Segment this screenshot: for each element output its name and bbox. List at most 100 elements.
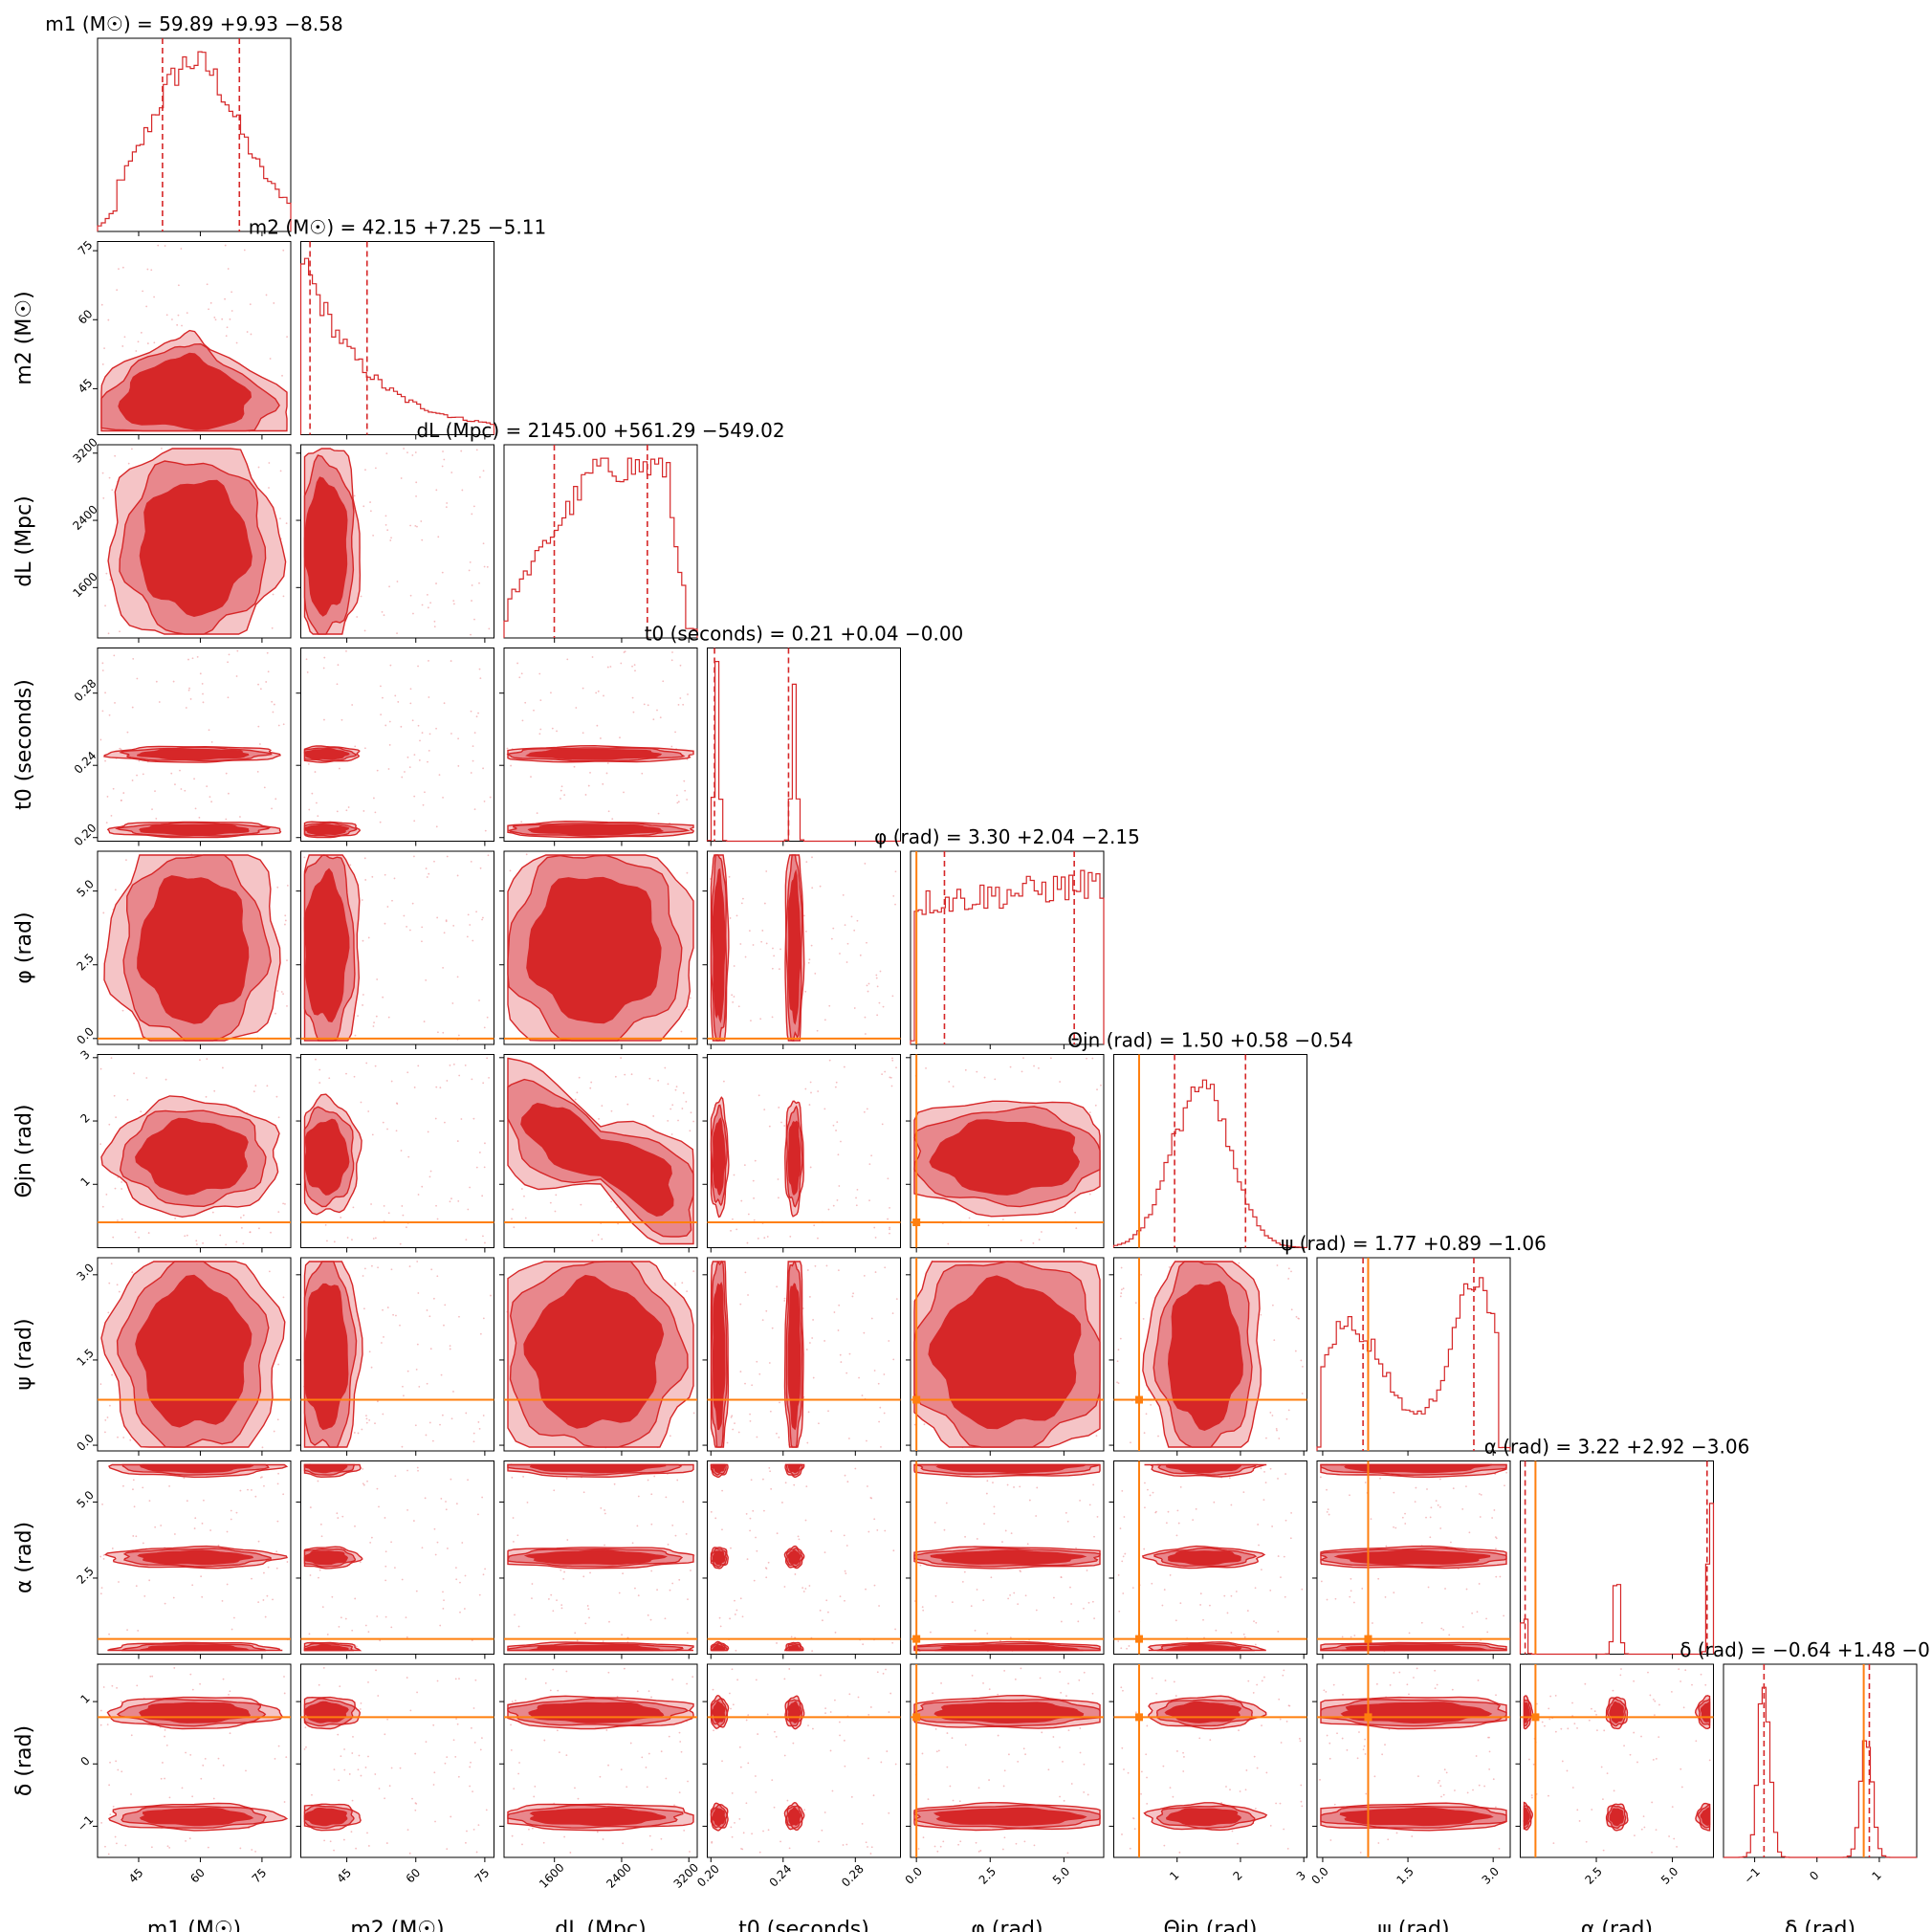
scatter-point <box>1619 1674 1622 1677</box>
contour-inner <box>1700 1807 1711 1827</box>
x-tick-label: 60 <box>187 1866 208 1886</box>
scatter-point <box>1271 1415 1274 1416</box>
scatter-point <box>455 1718 458 1721</box>
panel-4-0: 0.02.55.0φ (rad) <box>12 850 292 1049</box>
scatter-point <box>760 940 763 943</box>
scatter-point <box>892 1358 895 1361</box>
scatter-point <box>565 1478 568 1480</box>
scatter-point <box>266 651 269 654</box>
scatter-point <box>277 1363 280 1366</box>
scatter-point <box>354 1597 357 1600</box>
scatter-point <box>136 677 139 680</box>
scatter-point <box>990 1576 993 1579</box>
scatter-point <box>133 1505 136 1508</box>
scatter-point <box>745 1719 748 1722</box>
scatter-point <box>369 510 372 513</box>
scatter-point <box>442 1607 445 1610</box>
scatter-point <box>686 871 689 874</box>
scatter-points <box>303 1666 488 1855</box>
scatter-point <box>1256 1683 1259 1686</box>
contour-inner <box>529 1807 667 1827</box>
scatter-point <box>889 1232 890 1235</box>
scatter-point <box>756 1436 758 1438</box>
scatter-point <box>889 1207 890 1209</box>
scatter-point <box>1413 1677 1415 1679</box>
contour-inner <box>303 1644 350 1652</box>
scatter-point <box>257 683 259 686</box>
scatter-point <box>779 948 781 951</box>
contour-inner <box>303 1283 349 1431</box>
scatter-point <box>1284 1519 1287 1522</box>
scatter-point <box>208 729 210 732</box>
scatter-point <box>689 1130 692 1132</box>
scatter-point <box>201 1595 204 1598</box>
scatter-point <box>825 1599 828 1602</box>
scatter-point <box>371 1264 373 1267</box>
scatter-point <box>827 1410 829 1413</box>
scatter-point <box>1349 1595 1351 1598</box>
scatter-point <box>101 670 104 671</box>
scatter-point <box>457 1034 460 1037</box>
scatter-point <box>1452 1487 1455 1490</box>
scatter-point <box>284 923 286 926</box>
scatter-point <box>482 1573 485 1576</box>
scatter-point <box>521 1843 523 1846</box>
panel-title: t0 (seconds) = 0.21 +0.04 −0.00 <box>645 623 964 646</box>
scatter-point <box>1475 1755 1478 1757</box>
scatter-point <box>894 870 897 873</box>
scatter-point <box>1063 1799 1065 1802</box>
scatter-point <box>1169 1787 1172 1789</box>
scatter-point <box>526 1501 529 1504</box>
scatter-point <box>430 1268 433 1271</box>
scatter-point <box>170 772 173 775</box>
scatter-point <box>445 920 448 923</box>
scatter-point <box>668 1735 670 1738</box>
scatter-point <box>450 1197 452 1200</box>
scatter-point <box>1176 1750 1178 1752</box>
scatter-point <box>429 1348 432 1350</box>
scatter-point <box>769 1410 772 1413</box>
scatter-point <box>406 1071 409 1074</box>
scatter-point <box>574 1098 577 1101</box>
histogram-step <box>299 257 495 435</box>
scatter-point <box>443 702 446 705</box>
scatter-point <box>632 711 635 714</box>
scatter-point <box>1673 1837 1676 1840</box>
scatter-point <box>1228 1477 1231 1480</box>
scatter-point <box>1427 1586 1430 1589</box>
scatter-point <box>191 1688 194 1691</box>
scatter-point <box>1129 1847 1131 1850</box>
scatter-point <box>365 1062 368 1065</box>
scatter-point <box>421 732 424 735</box>
scatter-point <box>348 1773 351 1775</box>
scatter-point <box>282 1296 285 1299</box>
scatter-point <box>524 701 527 704</box>
scatter-point <box>1358 1731 1360 1733</box>
scatter-point <box>249 303 252 306</box>
scatter-point <box>804 1519 807 1522</box>
x-tick-label: −1 <box>1742 1865 1763 1886</box>
scatter-point <box>1655 1829 1658 1832</box>
scatter-point <box>605 772 608 775</box>
scatter-point <box>254 1495 257 1498</box>
scatter-point <box>209 301 212 304</box>
scatter-point <box>524 1217 527 1219</box>
scatter-point <box>808 958 811 961</box>
scatter-point <box>1147 1488 1149 1491</box>
scatter-point <box>600 737 602 739</box>
scatter-point <box>744 1382 746 1385</box>
scatter-point <box>324 1223 327 1226</box>
scatter-point <box>155 817 158 820</box>
scatter-point <box>582 732 584 735</box>
scatter-point <box>428 733 431 735</box>
scatter-point <box>1173 1680 1175 1683</box>
scatter-point <box>921 1606 924 1609</box>
scatter-point <box>360 1701 362 1704</box>
scatter-point <box>367 1110 370 1112</box>
scatter-point <box>1069 1586 1071 1589</box>
scatter-point <box>420 520 423 522</box>
scatter-point <box>1416 1667 1418 1670</box>
scatter-point <box>943 1528 946 1531</box>
scatter-point <box>323 1839 326 1842</box>
scatter-point <box>351 704 354 706</box>
